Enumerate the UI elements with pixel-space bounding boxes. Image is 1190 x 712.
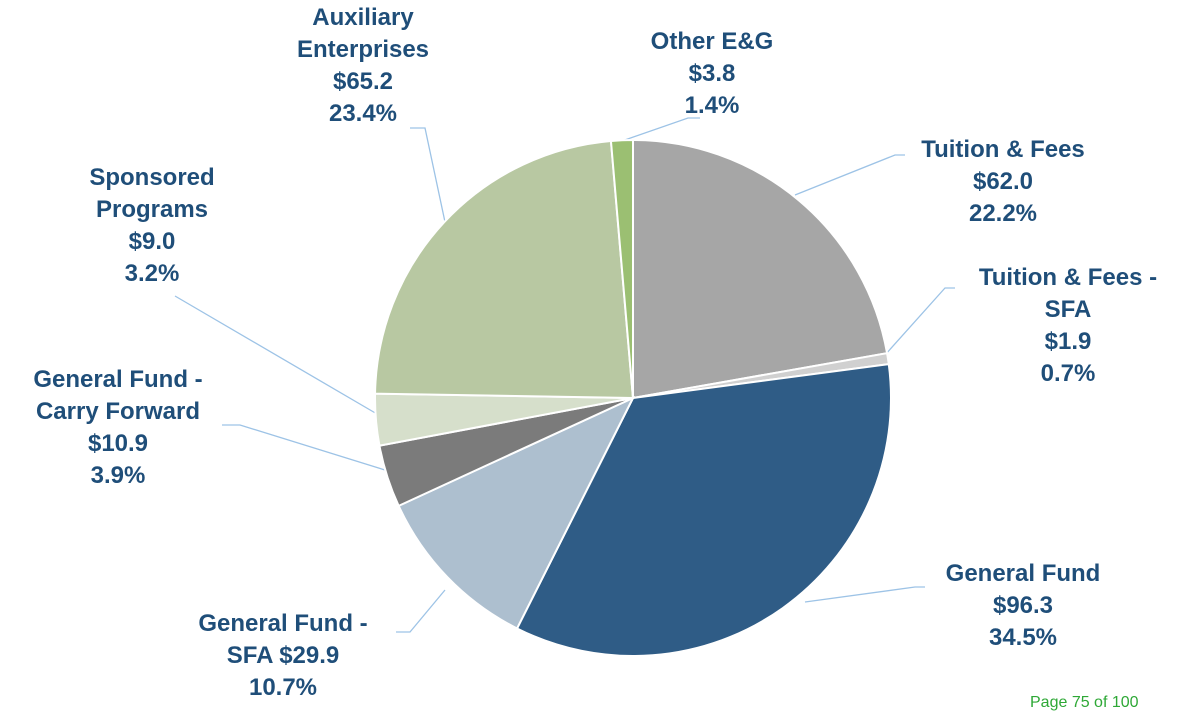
slice-label: General Fund $96.3 34.5% (913, 558, 1133, 654)
percent-label: 3.2% (124, 260, 180, 287)
leader-line (396, 589, 446, 633)
leader-line (794, 154, 905, 196)
amount-label: $10.9 (87, 430, 149, 457)
slice-label: Tuition & Fees - SFA $1.9 0.7% (968, 262, 1168, 390)
leader-line (804, 586, 925, 603)
leader-line (410, 127, 446, 223)
percent-label: 34.5% (988, 624, 1058, 651)
label-line: General Fund - SFA $29.9 (173, 608, 393, 672)
category-name: Other E&G (650, 28, 774, 55)
slice-label: Other E&G $3.8 1.4% (632, 26, 792, 122)
slice-label: Tuition & Fees $62.0 22.2% (893, 134, 1113, 230)
leader-line (222, 424, 386, 471)
leader-line (174, 295, 378, 415)
category-name: Auxiliary Enterprises (296, 4, 430, 63)
percent-label: 3.9% (90, 462, 146, 489)
amount-label: $96.3 (992, 592, 1054, 619)
amount-label: $65.2 (332, 68, 394, 95)
slice-label: Auxiliary Enterprises $65.2 23.4% (273, 2, 453, 130)
percent-label: 1.4% (684, 92, 740, 119)
pie-slice (632, 138, 889, 400)
percent-label: 0.7% (1040, 360, 1096, 387)
percent-label: 22.2% (968, 200, 1038, 227)
leader-line (884, 287, 955, 356)
pie-slice (397, 395, 636, 630)
category-name: Tuition & Fees - SFA (978, 264, 1158, 323)
leader-lines (174, 117, 955, 633)
category-name: Tuition & Fees (921, 136, 1085, 163)
amount-label: $62.0 (972, 168, 1034, 195)
amount-label: $9.0 (128, 228, 176, 255)
amount-label: $1.9 (1044, 328, 1092, 355)
slice-label: Sponsored Programs $9.0 3.2% (62, 162, 242, 290)
category-name: General Fund - SFA (198, 610, 368, 669)
leader-line (621, 117, 700, 142)
category-name: General Fund - Carry Forward (33, 366, 203, 425)
pie-slice (515, 362, 892, 657)
slice-label: General Fund - Carry Forward $10.9 3.9% (11, 364, 226, 492)
amount-label: $29.9 (279, 642, 340, 669)
category-name: General Fund (945, 560, 1101, 587)
percent-label: 23.4% (328, 100, 398, 127)
amount-label: $3.8 (688, 60, 736, 87)
percent-label: 10.7% (248, 674, 318, 701)
page-footer: Page 75 of 100 (1030, 694, 1139, 711)
category-name: Sponsored Programs (89, 164, 215, 223)
pie-slice (609, 138, 634, 399)
pie (374, 138, 892, 657)
slice-label: General Fund - SFA $29.9 10.7% (173, 608, 393, 704)
pie-slice (374, 139, 635, 400)
